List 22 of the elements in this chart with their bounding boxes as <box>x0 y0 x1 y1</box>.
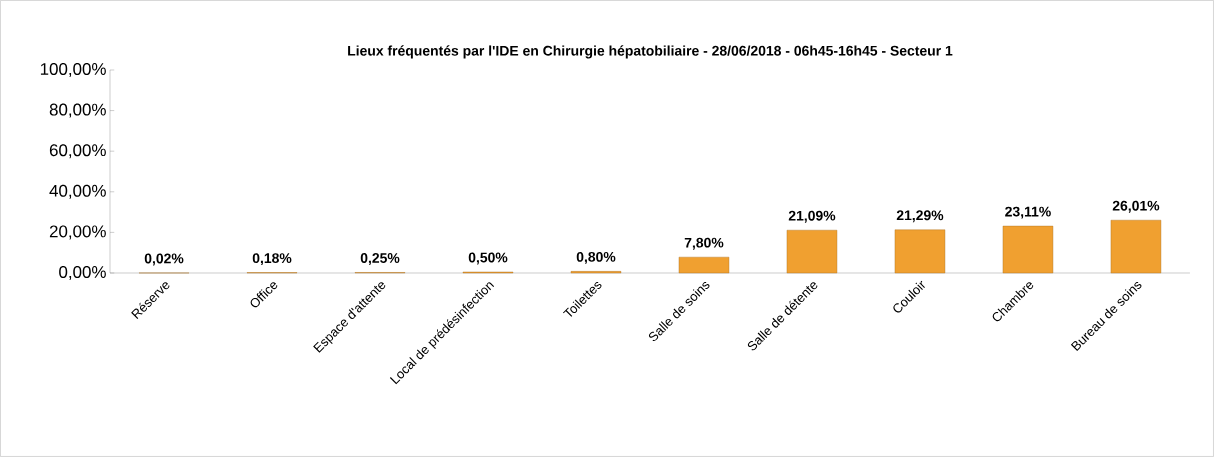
bar <box>678 256 730 274</box>
data-label: 7,80% <box>684 237 724 250</box>
bar <box>894 229 946 274</box>
y-tick-label: 80,00% <box>49 103 106 118</box>
y-tick-label: 100,00% <box>40 62 106 77</box>
data-label: 0,02% <box>144 253 184 266</box>
data-label: 0,50% <box>468 252 508 265</box>
data-label: 21,29% <box>896 210 944 223</box>
bar <box>1002 225 1054 274</box>
data-label: 23,11% <box>1005 206 1051 219</box>
y-tick-label: 0,00% <box>59 265 106 280</box>
data-label: 26,01% <box>1112 200 1160 213</box>
data-label: 0,18% <box>252 253 292 266</box>
bar <box>786 229 838 274</box>
data-label: 21,09% <box>788 210 836 223</box>
y-tick-label: 40,00% <box>49 184 106 199</box>
y-tick-label: 20,00% <box>49 225 106 240</box>
y-tick-label: 60,00% <box>49 144 106 159</box>
chart-title: Lieux fréquentés par l'IDE en Chirurgie hépatobiliaire - 28/06/2018 - 06h45-16h45 - Secteur 1 <box>348 45 953 59</box>
data-label: 0,25% <box>360 253 400 265</box>
bar <box>1110 219 1162 274</box>
data-label: 0,80% <box>576 251 616 264</box>
